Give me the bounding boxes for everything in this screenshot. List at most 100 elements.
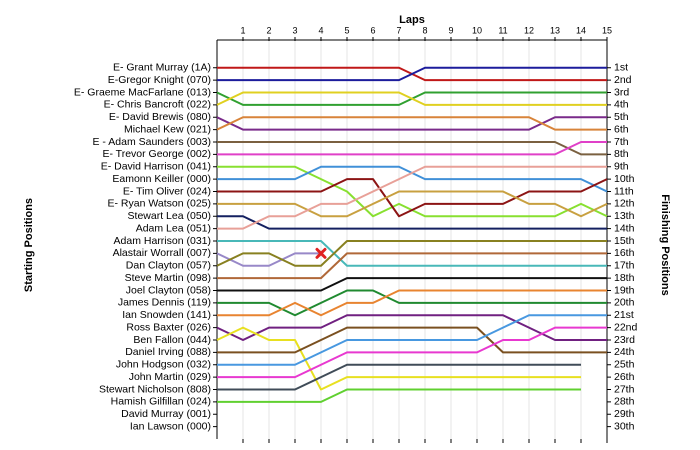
driver-label: David Murray (001): [121, 408, 211, 420]
driver-line: [217, 289, 607, 317]
driver-label: James Dennis (119): [118, 297, 211, 309]
x-tick-label: 11: [498, 25, 507, 35]
y2-tick-label: 12th: [614, 198, 635, 210]
y2-tick-label: 28th: [614, 396, 635, 408]
driver-label: E- David Brewis (080): [109, 111, 211, 123]
driver-line: [217, 240, 607, 267]
y2-tick-label: 25th: [614, 359, 635, 371]
y2-tick-label: 19th: [614, 284, 635, 296]
x-tick-label: 13: [550, 25, 560, 35]
driver-label: Stewart Lea (050): [128, 210, 211, 222]
x-tick-label: 8: [422, 25, 427, 35]
driver-line: [217, 363, 581, 391]
driver-line: [217, 314, 607, 366]
driver-line: [217, 326, 607, 379]
driver-label: Alastair Worrall (007): [113, 247, 211, 259]
y2-tick-label: 13th: [614, 210, 635, 222]
y2-tick-label: 24th: [614, 346, 635, 358]
driver-line: [216, 91, 607, 106]
driver-label: Dan Clayton (057): [126, 260, 211, 272]
driver-label: E - Adam Saunders (003): [93, 136, 211, 148]
driver-label: Ben Fallon (044): [133, 334, 211, 346]
driver-label: Adam Lea (051): [136, 222, 211, 234]
driver-label: E- Ryan Watson (025): [108, 198, 211, 210]
driver-line: [217, 277, 607, 292]
y2-tick-label: 4th: [614, 99, 629, 111]
y2-tick-label: 17th: [614, 260, 635, 272]
y2-tick-label: 20th: [614, 297, 635, 309]
y2-tick-label: 11th: [614, 185, 634, 197]
y2-tick-label: 18th: [614, 272, 635, 284]
x-tick-label: 6: [370, 25, 375, 35]
y2-tick-label: 27th: [614, 383, 635, 395]
driver-line: [216, 116, 607, 131]
x-tick-label: 1: [240, 25, 245, 35]
x-tick-label: 14: [576, 25, 586, 35]
driver-line: [217, 66, 607, 82]
y2-tick-label: 7th: [614, 136, 629, 148]
y2-tick-label: 14th: [614, 222, 635, 234]
driver-label: E- David Harrison (041): [101, 161, 211, 173]
driver-label: Michael Kew (021): [124, 123, 211, 135]
driver-label: Eamonn Keiller (000): [112, 173, 211, 185]
driver-label: Daniel Irving (088): [125, 346, 211, 358]
x-tick-label: 2: [266, 25, 271, 35]
driver-label: Stewart Nicholson (808): [99, 383, 211, 395]
driver-line: [216, 252, 321, 267]
driver-line: [217, 326, 607, 354]
y2-tick-label: 22nd: [614, 321, 638, 333]
driver-label: Ian Snowden (141): [122, 309, 211, 321]
driver-label: Ross Baxter (026): [126, 321, 211, 333]
driver-line: [217, 165, 607, 230]
driver-line: [217, 141, 607, 156]
driver-line: [217, 252, 607, 280]
y2-tick-label: 8th: [614, 148, 629, 160]
y2-tick-label: 5th: [614, 111, 629, 123]
y2-tick-label: 21st: [614, 309, 634, 321]
driver-label: Ian Lawson (000): [130, 420, 211, 432]
driver-label: E-Gregor Knight (070): [108, 74, 211, 86]
y2-tick-label: 29th: [614, 408, 635, 420]
x-axis-label: Laps: [399, 14, 425, 26]
y2-tick-label: 10th: [614, 173, 635, 185]
driver-line: [217, 215, 607, 230]
driver-line: [217, 388, 581, 403]
retired-marker: [315, 247, 327, 259]
driver-label: E- Grant Murray (1A): [113, 62, 211, 74]
y2-tick-label: 16th: [614, 247, 635, 259]
driver-label: Steve Martin (098): [125, 272, 211, 284]
driver-label: John Martin (029): [129, 371, 211, 383]
driver-label: John Hodgson (032): [116, 359, 211, 371]
driver-label: E- Tim Oliver (024): [123, 185, 211, 197]
y2-tick-label: 23rd: [614, 334, 635, 346]
x-tick-label: 3: [292, 25, 297, 35]
y2-tick-label: 1st: [614, 62, 628, 74]
y2-tick-label: 9th: [614, 161, 629, 173]
x-tick-label: 9: [448, 25, 453, 35]
y2-tick-label: 30th: [614, 420, 635, 432]
driver-label: Hamish Gilfillan (024): [111, 396, 211, 408]
x-tick-label: 12: [524, 25, 534, 35]
driver-line: [217, 190, 608, 218]
driver-label: Adam Harrison (031): [114, 235, 211, 247]
x-tick-label: 15: [602, 25, 612, 35]
x-tick-label: 10: [472, 25, 482, 35]
y2-tick-label: 26th: [614, 371, 635, 383]
y2-tick-label: 6th: [614, 123, 629, 135]
y2-tick-label: 15th: [614, 235, 635, 247]
driver-label: E- Trevor George (002): [102, 148, 211, 160]
y2-tick-label: 3rd: [614, 86, 629, 98]
driver-line: [216, 326, 581, 391]
y-axis-label: Starting Positions: [23, 198, 35, 292]
driver-line: [216, 240, 607, 267]
driver-line: [217, 178, 608, 218]
driver-label: E- Graeme MacFarlane (013): [74, 86, 211, 98]
x-tick-label: 4: [318, 25, 323, 35]
driver-label: Joel Clayton (058): [126, 284, 211, 296]
driver-line: [217, 141, 607, 156]
x-tick-label: 7: [396, 25, 401, 35]
driver-label: E- Chris Bancroft (022): [104, 99, 211, 111]
y2-tick-label: 2nd: [614, 74, 632, 86]
